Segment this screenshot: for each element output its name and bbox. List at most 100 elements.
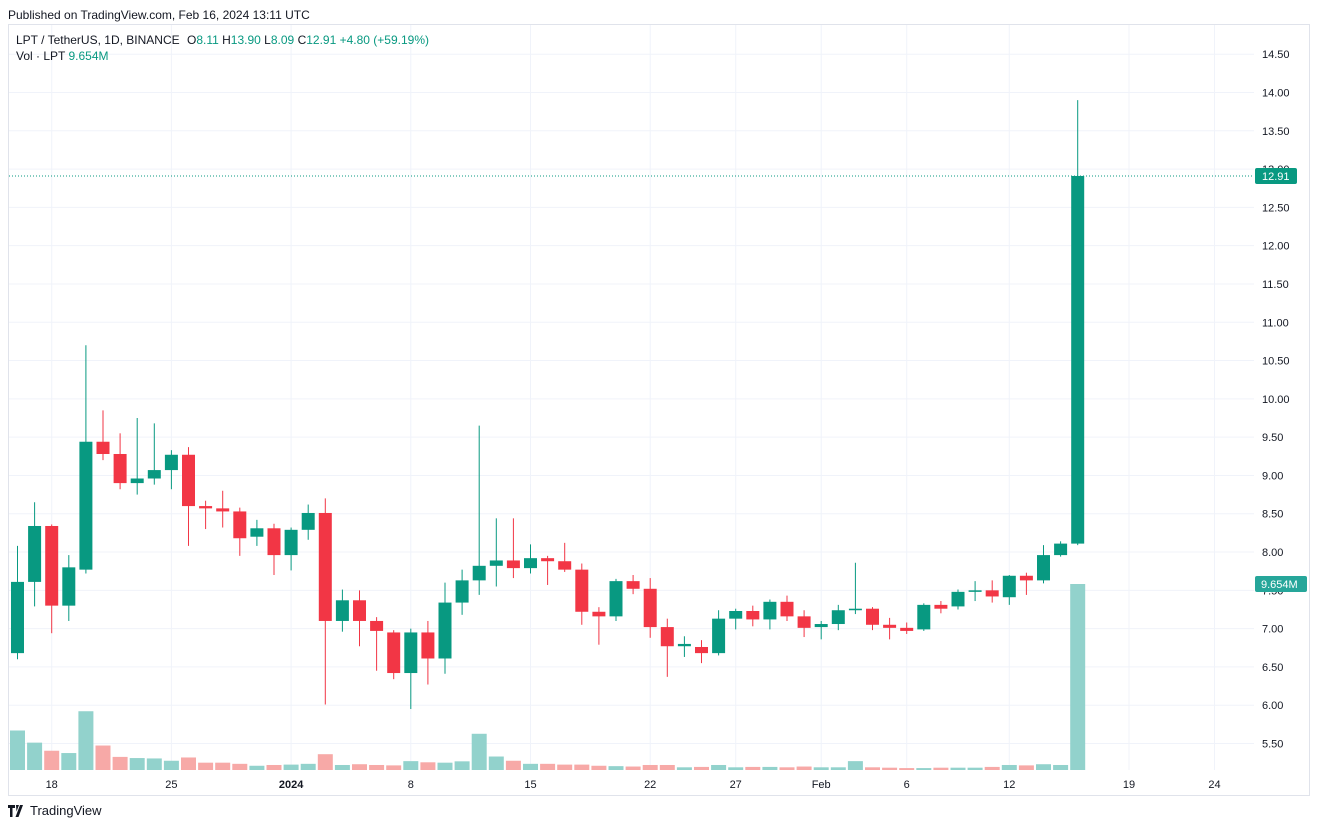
volume-bar — [796, 766, 812, 770]
candle — [934, 601, 948, 614]
time-axis[interactable]: 18 25 2024 8 15 22 27 Feb 6 12 19 24 — [46, 779, 1221, 791]
x-tick-label: 15 — [524, 779, 536, 791]
candle — [130, 418, 144, 495]
candle — [113, 433, 127, 490]
volume-bar — [1070, 584, 1086, 770]
volume-bar — [745, 766, 761, 770]
candle — [712, 610, 726, 656]
volume-bar — [830, 767, 846, 770]
candle-body — [729, 611, 743, 619]
high-key: H — [222, 33, 231, 47]
volume-bar — [1001, 764, 1017, 770]
candle-body — [353, 600, 366, 621]
candle-body — [780, 601, 794, 617]
candle-body — [233, 511, 247, 539]
candle — [370, 617, 384, 671]
candle-body — [797, 616, 811, 628]
low-value: 8.09 — [270, 33, 295, 47]
volume-bar — [540, 763, 556, 770]
volume-bar — [403, 761, 419, 770]
candle-body — [848, 608, 862, 611]
volume-bar — [642, 764, 658, 770]
volume-bar — [129, 758, 145, 770]
volume-bar — [676, 767, 692, 770]
volume-bar — [1053, 764, 1069, 770]
last-volume-label: 9.654M — [1261, 579, 1298, 591]
candle-body — [968, 590, 982, 592]
tradingview-logo[interactable]: TradingView — [8, 803, 102, 818]
tradingview-logo-icon — [8, 804, 23, 817]
x-tick-label: Feb — [812, 779, 831, 791]
candle — [11, 545, 24, 660]
volume-bar — [454, 761, 470, 770]
candle — [1037, 545, 1050, 584]
volume-bar — [317, 754, 333, 770]
volume-bar — [471, 733, 487, 770]
candle — [1019, 572, 1033, 595]
candle — [917, 603, 931, 631]
candle — [489, 518, 503, 587]
volume-bar — [300, 763, 316, 770]
volume-bar — [488, 756, 504, 770]
candle-body — [1002, 575, 1016, 598]
candle-body — [62, 567, 76, 606]
volume-bar — [933, 767, 949, 770]
candle — [541, 555, 555, 585]
symbol-label[interactable]: LPT / TetherUS, 1D, BINANCE — [16, 33, 180, 47]
candle-body — [216, 508, 230, 512]
candle — [455, 569, 469, 615]
volume-key[interactable]: Vol · LPT — [16, 49, 66, 63]
candle-body — [917, 604, 931, 630]
volume-bar — [232, 763, 248, 770]
volume-bar — [283, 764, 299, 770]
candle-body — [985, 590, 999, 597]
price-axis[interactable]: 5.506.006.507.007.508.008.509.009.5010.0… — [1262, 49, 1290, 750]
candle-body — [558, 561, 572, 570]
candle-body — [1071, 175, 1085, 544]
y-tick-label: 7.00 — [1262, 624, 1283, 636]
candle-body — [712, 618, 726, 654]
volume-bar — [146, 758, 162, 770]
volume-bar — [420, 762, 436, 770]
y-tick-label: 9.50 — [1262, 432, 1283, 444]
candle-body — [79, 441, 93, 570]
candle — [883, 617, 897, 640]
volume-value: 9.654M — [68, 49, 109, 63]
volume-bar — [163, 760, 179, 770]
y-tick-label: 8.50 — [1262, 509, 1283, 521]
candle — [267, 523, 281, 576]
candle — [421, 620, 435, 685]
volume-bar — [61, 753, 77, 770]
candle-body — [489, 560, 503, 566]
grid-lines — [9, 25, 1254, 770]
candle-body — [335, 600, 349, 621]
volume-bar — [728, 767, 744, 770]
candle — [746, 605, 760, 627]
volume-bar — [112, 756, 128, 770]
candle-body — [301, 512, 315, 530]
candle-body — [438, 602, 452, 659]
candle — [1054, 541, 1068, 557]
candle — [79, 345, 93, 574]
volume-bar — [813, 767, 829, 770]
volume-bar — [369, 764, 385, 770]
candle-body — [677, 643, 691, 647]
candle-body — [182, 454, 195, 507]
volume-bar — [659, 764, 675, 770]
candle-body — [472, 565, 486, 581]
volume-bar — [950, 767, 966, 770]
volume-bar — [967, 767, 983, 770]
volume-bar — [1036, 764, 1051, 770]
candle-body — [45, 525, 59, 606]
y-tick-label: 12.50 — [1262, 202, 1290, 214]
volume-bar — [984, 766, 1000, 770]
candle-body — [592, 611, 606, 617]
candle-body — [370, 620, 384, 631]
candle — [985, 580, 999, 603]
candle — [848, 562, 862, 615]
x-tick-label: 25 — [165, 779, 177, 791]
candle — [797, 610, 811, 638]
volume-bar — [694, 766, 709, 770]
candle — [335, 589, 349, 632]
